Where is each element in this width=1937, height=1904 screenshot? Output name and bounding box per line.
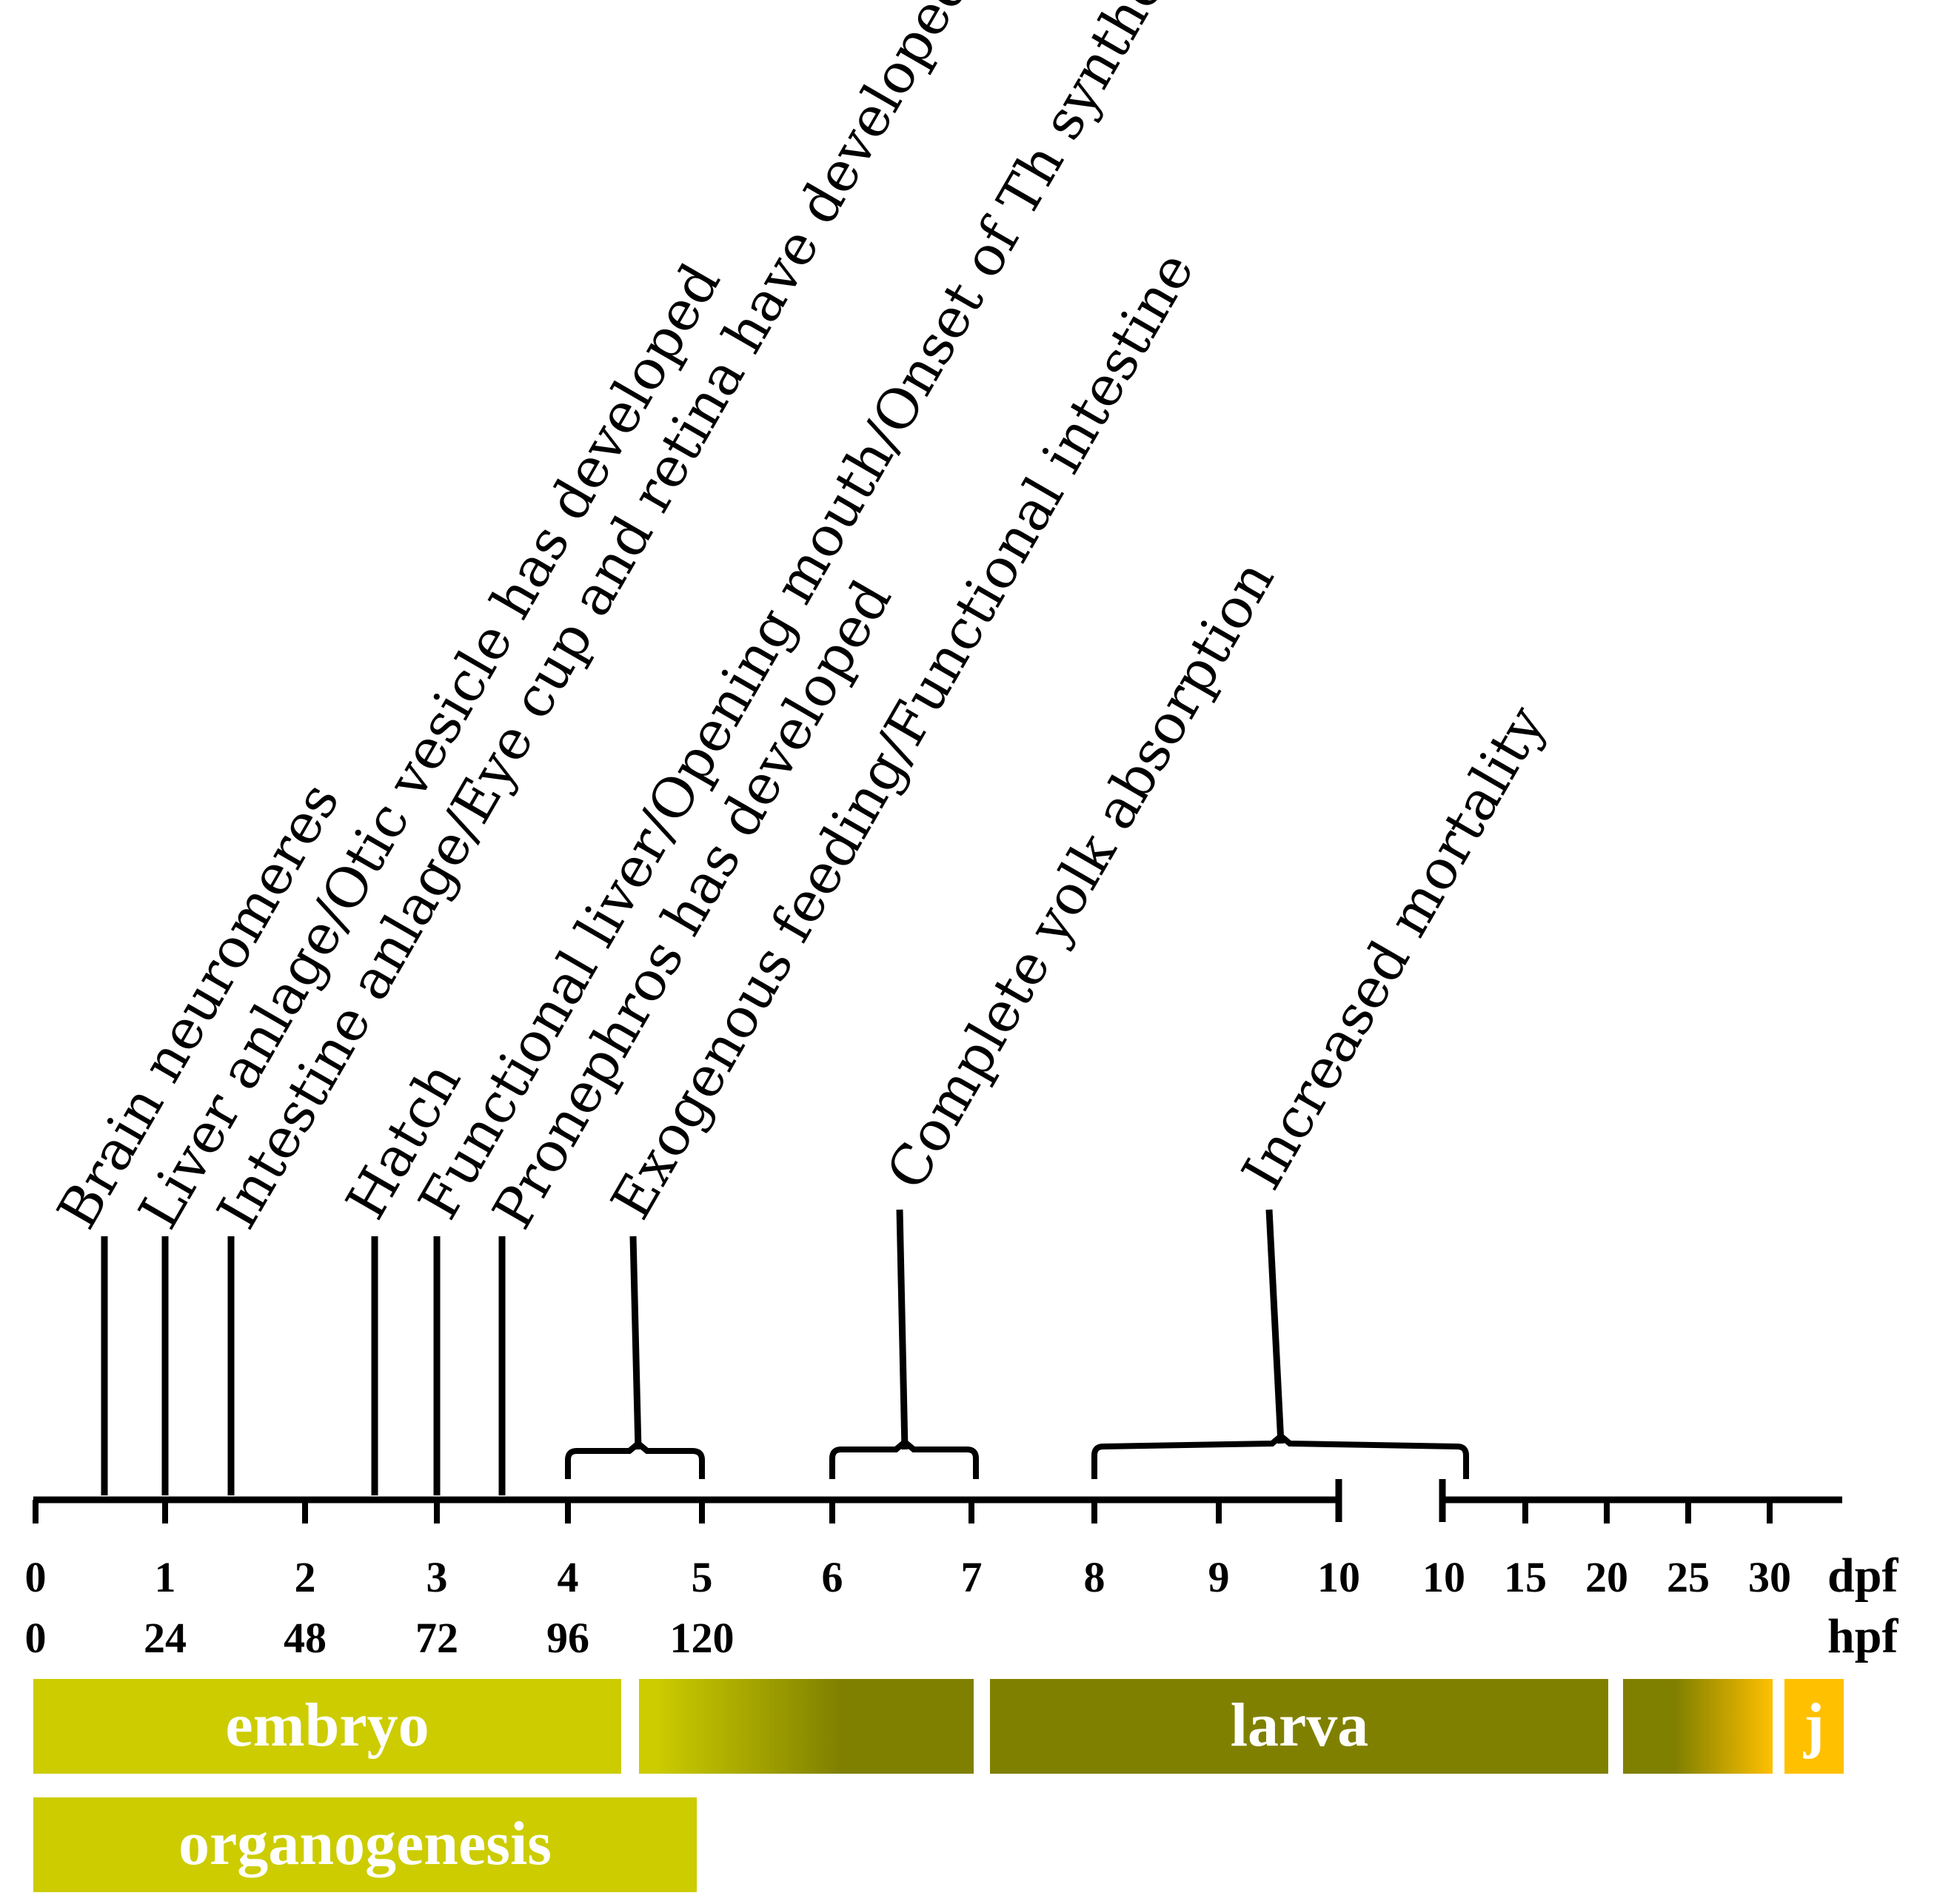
stage-label-embryo: embryo [225,1691,429,1760]
event-markers [101,1209,1285,1495]
hpf-tick-label: 120 [670,1614,735,1662]
hpf-unit-label: hpf [1827,1609,1898,1663]
dpf-tick-label: 1 [155,1553,176,1601]
stage-bar-embryo-larva-transition [639,1679,974,1774]
dpf-tick-labels: 0 1 2 3 4 5 6 7 8 9 10 10 15 20 25 30 dp… [25,1549,1899,1603]
dpf-tick-label: 4 [558,1553,579,1601]
dpf-tick-label: 25 [1667,1553,1710,1601]
hpf-tick-label: 24 [144,1614,187,1662]
stage-label-juvenile: j [1803,1691,1824,1760]
hpf-tick-labels: 0 24 48 72 96 120 hpf [25,1609,1899,1663]
stage-bar-larva [990,1679,1608,1774]
dpf-tick-label: 20 [1585,1553,1628,1601]
dpf-tick-label: 15 [1504,1553,1547,1601]
bracket-exogenous-feeding [565,1439,705,1479]
dpf-tick-label: 0 [25,1553,47,1601]
dpf-tick-label: 6 [822,1553,843,1601]
dpf-tick-label: 8 [1084,1553,1105,1601]
event-marker-exogenous-feeding [629,1236,642,1450]
hpf-tick-label: 72 [415,1614,458,1662]
dpf-unit-label: dpf [1827,1549,1898,1603]
event-marker-increased-mortality [1265,1209,1285,1444]
bracket-increased-mortality [1091,1432,1469,1479]
stage-label-organogenesis: organogenesis [178,1809,552,1878]
hpf-tick-label: 0 [25,1614,47,1662]
hpf-tick-label: 96 [546,1614,589,1662]
stage-bar-embryo [33,1679,621,1774]
stage-bar-larva-juvenile-transition [1623,1679,1773,1774]
dpf-tick-label: 2 [295,1553,316,1601]
time-axis [33,1479,1842,1523]
dpf-tick-label: 7 [961,1553,983,1601]
dpf-tick-label: 30 [1748,1553,1791,1601]
life-stage-bars: embryo larva j organogenesis [33,1679,1844,1892]
bracket-yolk-absorption [829,1438,979,1479]
dpf-tick-label: 5 [692,1553,713,1601]
stage-bar-organogenesis [33,1797,697,1892]
event-label-increased-mortality: Increased mortality [1230,695,1558,1200]
dpf-tick-label: 3 [426,1553,448,1601]
hpf-tick-label: 48 [284,1614,327,1662]
stage-label-larva: larva [1231,1691,1369,1760]
event-labels: Brain neuromeres Liver anlage/Otic vesic… [45,0,1558,1239]
dpf-tick-label: 10 [1422,1553,1465,1601]
dpf-tick-label: 10 [1317,1553,1360,1601]
event-marker-yolk-absorption [896,1209,909,1450]
stage-bar-juvenile [1784,1679,1844,1774]
dpf-tick-label: 9 [1208,1553,1230,1601]
range-brackets [565,1432,1469,1479]
